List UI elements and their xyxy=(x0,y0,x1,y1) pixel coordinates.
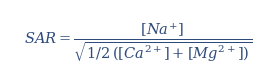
Text: $SAR = \dfrac{[Na^{+}]}{\sqrt{1/2\,([Ca^{2+}] + [Mg^{2+}])}}$: $SAR = \dfrac{[Na^{+}]}{\sqrt{1/2\,([Ca^… xyxy=(24,20,252,64)
